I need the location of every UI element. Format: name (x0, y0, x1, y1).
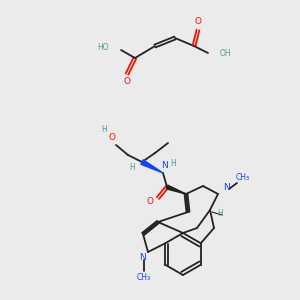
Text: N: N (223, 184, 230, 193)
Text: CH₃: CH₃ (236, 173, 250, 182)
Text: H: H (217, 209, 223, 218)
Text: O: O (124, 77, 130, 86)
Polygon shape (166, 185, 186, 194)
Text: H: H (101, 124, 107, 134)
Text: HO: HO (98, 44, 109, 52)
Text: H: H (170, 158, 176, 167)
Polygon shape (141, 160, 163, 173)
Text: O: O (109, 133, 116, 142)
Text: CH₃: CH₃ (137, 274, 151, 283)
Text: OH: OH (220, 50, 232, 58)
Text: H: H (129, 163, 135, 172)
Text: N: N (139, 254, 145, 262)
Text: O: O (194, 17, 202, 26)
Text: O: O (146, 197, 154, 206)
Text: N: N (162, 160, 168, 169)
